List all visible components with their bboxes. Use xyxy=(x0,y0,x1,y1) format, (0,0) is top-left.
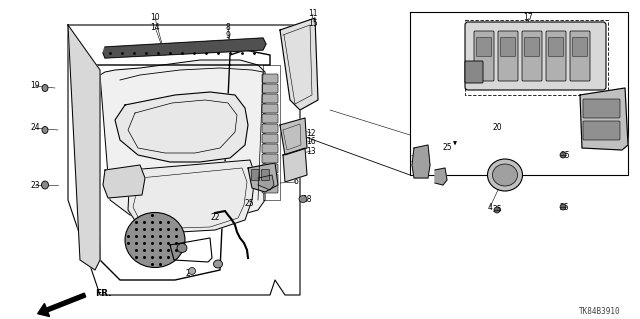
FancyBboxPatch shape xyxy=(262,124,278,133)
Text: 1: 1 xyxy=(173,239,177,248)
Text: 11: 11 xyxy=(308,10,317,19)
Text: 10: 10 xyxy=(150,13,160,23)
Polygon shape xyxy=(100,60,265,225)
Text: 20: 20 xyxy=(492,123,502,132)
FancyBboxPatch shape xyxy=(573,38,588,56)
Text: 24: 24 xyxy=(30,123,40,132)
Text: 6: 6 xyxy=(294,177,298,187)
FancyBboxPatch shape xyxy=(465,61,483,83)
Polygon shape xyxy=(115,92,248,162)
Ellipse shape xyxy=(214,260,223,268)
Text: 13: 13 xyxy=(306,146,316,155)
Text: 25: 25 xyxy=(492,205,502,214)
FancyBboxPatch shape xyxy=(465,22,606,90)
FancyBboxPatch shape xyxy=(500,38,515,56)
Polygon shape xyxy=(280,118,307,155)
Text: 22: 22 xyxy=(211,213,220,222)
Text: 23: 23 xyxy=(30,181,40,189)
Ellipse shape xyxy=(299,196,307,203)
FancyBboxPatch shape xyxy=(570,31,590,81)
FancyBboxPatch shape xyxy=(262,154,278,163)
FancyBboxPatch shape xyxy=(262,174,278,183)
Ellipse shape xyxy=(560,204,566,210)
Polygon shape xyxy=(412,145,430,178)
FancyBboxPatch shape xyxy=(522,31,542,81)
FancyBboxPatch shape xyxy=(262,104,278,113)
FancyBboxPatch shape xyxy=(262,184,278,193)
Polygon shape xyxy=(258,175,274,190)
Text: 25: 25 xyxy=(244,198,254,207)
Text: 5: 5 xyxy=(588,117,593,127)
FancyBboxPatch shape xyxy=(262,164,278,173)
Polygon shape xyxy=(283,148,307,182)
Ellipse shape xyxy=(488,159,522,191)
Text: 8: 8 xyxy=(226,23,230,32)
Text: 25: 25 xyxy=(560,151,570,160)
Text: 9: 9 xyxy=(225,32,230,41)
FancyBboxPatch shape xyxy=(262,84,278,93)
Text: FR.: FR. xyxy=(95,288,111,298)
Ellipse shape xyxy=(42,127,48,133)
FancyBboxPatch shape xyxy=(262,144,278,153)
Ellipse shape xyxy=(189,268,195,275)
Text: 14: 14 xyxy=(150,23,160,32)
Ellipse shape xyxy=(177,243,187,253)
FancyBboxPatch shape xyxy=(477,38,492,56)
Polygon shape xyxy=(103,165,145,198)
FancyBboxPatch shape xyxy=(548,38,563,56)
Text: 21: 21 xyxy=(165,231,175,240)
Text: 19: 19 xyxy=(30,81,40,91)
FancyBboxPatch shape xyxy=(474,31,494,81)
FancyBboxPatch shape xyxy=(546,31,566,81)
Text: 12: 12 xyxy=(307,129,316,137)
Ellipse shape xyxy=(494,207,500,213)
FancyBboxPatch shape xyxy=(583,121,620,140)
Text: 17: 17 xyxy=(523,13,533,23)
FancyBboxPatch shape xyxy=(262,134,278,143)
Text: 26: 26 xyxy=(410,154,420,164)
Text: 18: 18 xyxy=(302,195,312,204)
Ellipse shape xyxy=(493,164,518,186)
Text: 15: 15 xyxy=(308,19,318,27)
Text: 16: 16 xyxy=(306,137,316,146)
FancyBboxPatch shape xyxy=(262,114,278,123)
Polygon shape xyxy=(128,160,255,232)
Text: TK84B3910: TK84B3910 xyxy=(579,308,621,316)
Polygon shape xyxy=(248,163,278,192)
Ellipse shape xyxy=(560,152,566,158)
Ellipse shape xyxy=(42,85,48,92)
FancyBboxPatch shape xyxy=(525,38,540,56)
Text: 7: 7 xyxy=(442,176,447,186)
Polygon shape xyxy=(68,25,100,270)
Polygon shape xyxy=(580,88,628,150)
Text: 4: 4 xyxy=(488,203,492,211)
Ellipse shape xyxy=(42,181,49,189)
FancyBboxPatch shape xyxy=(262,94,278,103)
Polygon shape xyxy=(280,18,318,110)
FancyBboxPatch shape xyxy=(262,74,278,83)
Polygon shape xyxy=(435,168,447,185)
FancyArrow shape xyxy=(38,293,86,316)
FancyBboxPatch shape xyxy=(498,31,518,81)
Text: 25: 25 xyxy=(442,144,452,152)
Text: 25: 25 xyxy=(559,203,569,211)
Text: 2: 2 xyxy=(186,270,190,278)
FancyBboxPatch shape xyxy=(262,169,269,181)
FancyBboxPatch shape xyxy=(252,169,259,181)
Text: 3: 3 xyxy=(216,262,220,271)
Ellipse shape xyxy=(125,212,185,268)
Polygon shape xyxy=(103,38,266,58)
Text: 20: 20 xyxy=(262,168,272,177)
FancyBboxPatch shape xyxy=(583,99,620,118)
